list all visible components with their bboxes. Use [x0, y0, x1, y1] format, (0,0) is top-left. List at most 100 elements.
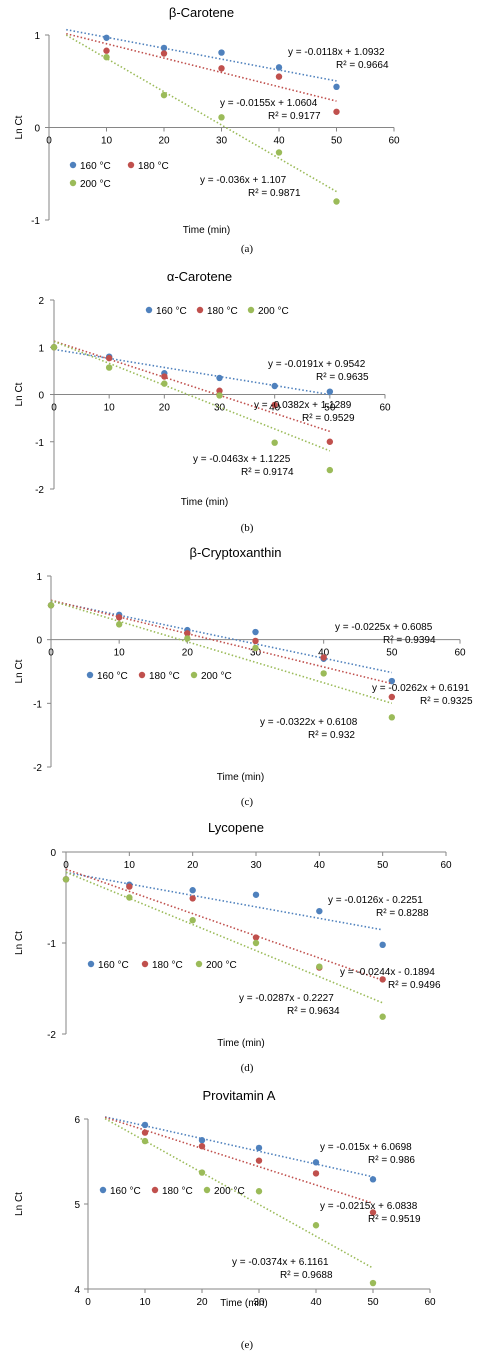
trendline-equation: y = -0.0191x + 0.9542	[268, 359, 366, 370]
trendline-r2: R² = 0.9635	[316, 372, 369, 383]
legend-marker	[86, 671, 94, 679]
x-tick-label: 30	[216, 136, 228, 147]
data-point	[252, 934, 260, 941]
chart-panel-4: Lycopene 0 -1 -2 0 10 20 30 40 50 60 Ln Ct Time (min…	[14, 820, 452, 1074]
trendline-equation: y = -0.0463x + 1.1225	[193, 454, 291, 465]
data-point	[252, 628, 259, 636]
trendline-equation: y = -0.0155x + 1.0604	[220, 98, 318, 109]
trendline-equation: y = -0.0215x + 6.0838	[320, 1201, 418, 1212]
legend-marker	[87, 960, 95, 968]
legend-label: 180 °C	[138, 161, 169, 172]
trendline-equation: y = -0.015x + 6.0698	[320, 1142, 412, 1153]
trendline-r2: R² = 0.932	[308, 730, 355, 741]
legend-marker	[203, 1186, 211, 1194]
data-point	[312, 1159, 320, 1166]
x-tick-label: 10	[114, 648, 126, 659]
x-tick-label: 50	[386, 648, 398, 659]
data-point	[326, 388, 334, 395]
x-tick-label: 30	[250, 860, 262, 871]
x-tick-label: 20	[187, 860, 199, 871]
trendline-2	[50, 599, 393, 685]
legend-label: 160 °C	[98, 960, 129, 971]
data-point	[271, 382, 278, 390]
data-point	[271, 439, 278, 446]
trendline-2	[104, 1116, 374, 1205]
x-tick-label: 50	[331, 136, 343, 147]
x-tick-label: 40	[273, 136, 285, 147]
y-tick-label: 0	[38, 391, 44, 402]
x-tick-label: 30	[253, 1297, 265, 1308]
legend-marker	[138, 671, 146, 679]
y-tick-label: -2	[47, 1030, 56, 1041]
data-point	[326, 466, 334, 474]
x-tick-label: 50	[324, 403, 336, 414]
y-tick-label: -2	[35, 485, 44, 496]
legend-label: 200 °C	[80, 179, 111, 190]
legend-label: 200 °C	[258, 306, 289, 317]
data-point	[141, 1129, 149, 1136]
x-tick-label: 50	[377, 860, 389, 871]
legend-label: 180 °C	[162, 1186, 193, 1197]
data-point	[189, 917, 196, 924]
trendline-equation: y = -0.0118x + 1.0932	[288, 47, 385, 58]
data-point	[326, 438, 334, 445]
data-point	[275, 64, 283, 71]
data-point	[160, 50, 168, 57]
data-point	[312, 1170, 320, 1177]
legend-marker	[247, 306, 255, 314]
data-point	[255, 1188, 263, 1195]
data-point	[198, 1137, 206, 1144]
trendline-r2: R² = 0.9529	[302, 413, 355, 424]
legend-label: 200 °C	[214, 1186, 245, 1197]
x-axis-label: Time (min)	[217, 772, 264, 783]
legend-marker	[196, 306, 204, 314]
data-point	[316, 907, 323, 915]
data-point	[189, 895, 196, 902]
panel-caption: (d)	[241, 1062, 254, 1074]
legend: 160 °C 180 °C 200 °C	[69, 161, 169, 190]
data-point	[105, 354, 113, 362]
x-tick-label: 0	[51, 403, 57, 414]
data-point	[184, 635, 191, 642]
data-point	[252, 637, 259, 645]
legend-marker	[99, 1186, 107, 1194]
chart-title: Lycopene	[208, 820, 264, 835]
legend-label: 160 °C	[97, 671, 128, 682]
data-point	[218, 49, 225, 56]
x-tick-label: 40	[314, 860, 326, 871]
trendline-equation: y = -0.0244x - 0.1894	[340, 967, 435, 978]
x-axis-label: Time (min)	[181, 497, 228, 508]
y-tick-label: 2	[38, 296, 44, 307]
data-point	[252, 644, 259, 652]
trendline-1	[53, 348, 330, 396]
y-axis-label: Ln Ct	[14, 931, 25, 955]
legend-label: 160 °C	[156, 306, 187, 317]
data-point	[333, 83, 340, 91]
data-point	[369, 1279, 377, 1287]
trendline-3	[104, 1117, 374, 1269]
legend: 160 °C 180 °C 200 °C	[86, 671, 232, 682]
trendline-r2: R² = 0.9519	[368, 1214, 421, 1225]
trendline-r2: R² = 0.9496	[388, 980, 441, 991]
y-tick-label: -1	[47, 939, 56, 950]
data-point	[333, 108, 340, 115]
legend-label: 160 °C	[80, 161, 111, 172]
y-tick-label: 0	[34, 124, 40, 135]
x-tick-label: 60	[424, 1297, 436, 1308]
legend-label: 180 °C	[149, 671, 180, 682]
trendline-1	[50, 600, 392, 674]
data-point	[198, 1143, 206, 1150]
chart-title: Provitamin A	[203, 1088, 276, 1103]
data-point	[184, 630, 191, 637]
x-tick-label: 20	[182, 648, 194, 659]
y-tick-label: 6	[74, 1115, 80, 1126]
trendline-equation: y = -0.0287x - 0.2227	[239, 993, 334, 1004]
y-tick-label: 0	[50, 848, 56, 859]
y-tick-label: 5	[74, 1200, 80, 1211]
data-point	[103, 34, 110, 41]
legend-marker	[151, 1186, 159, 1194]
trendline-3	[50, 600, 393, 705]
data-point	[126, 894, 133, 901]
legend-marker	[190, 671, 198, 679]
legend-marker	[195, 960, 203, 968]
